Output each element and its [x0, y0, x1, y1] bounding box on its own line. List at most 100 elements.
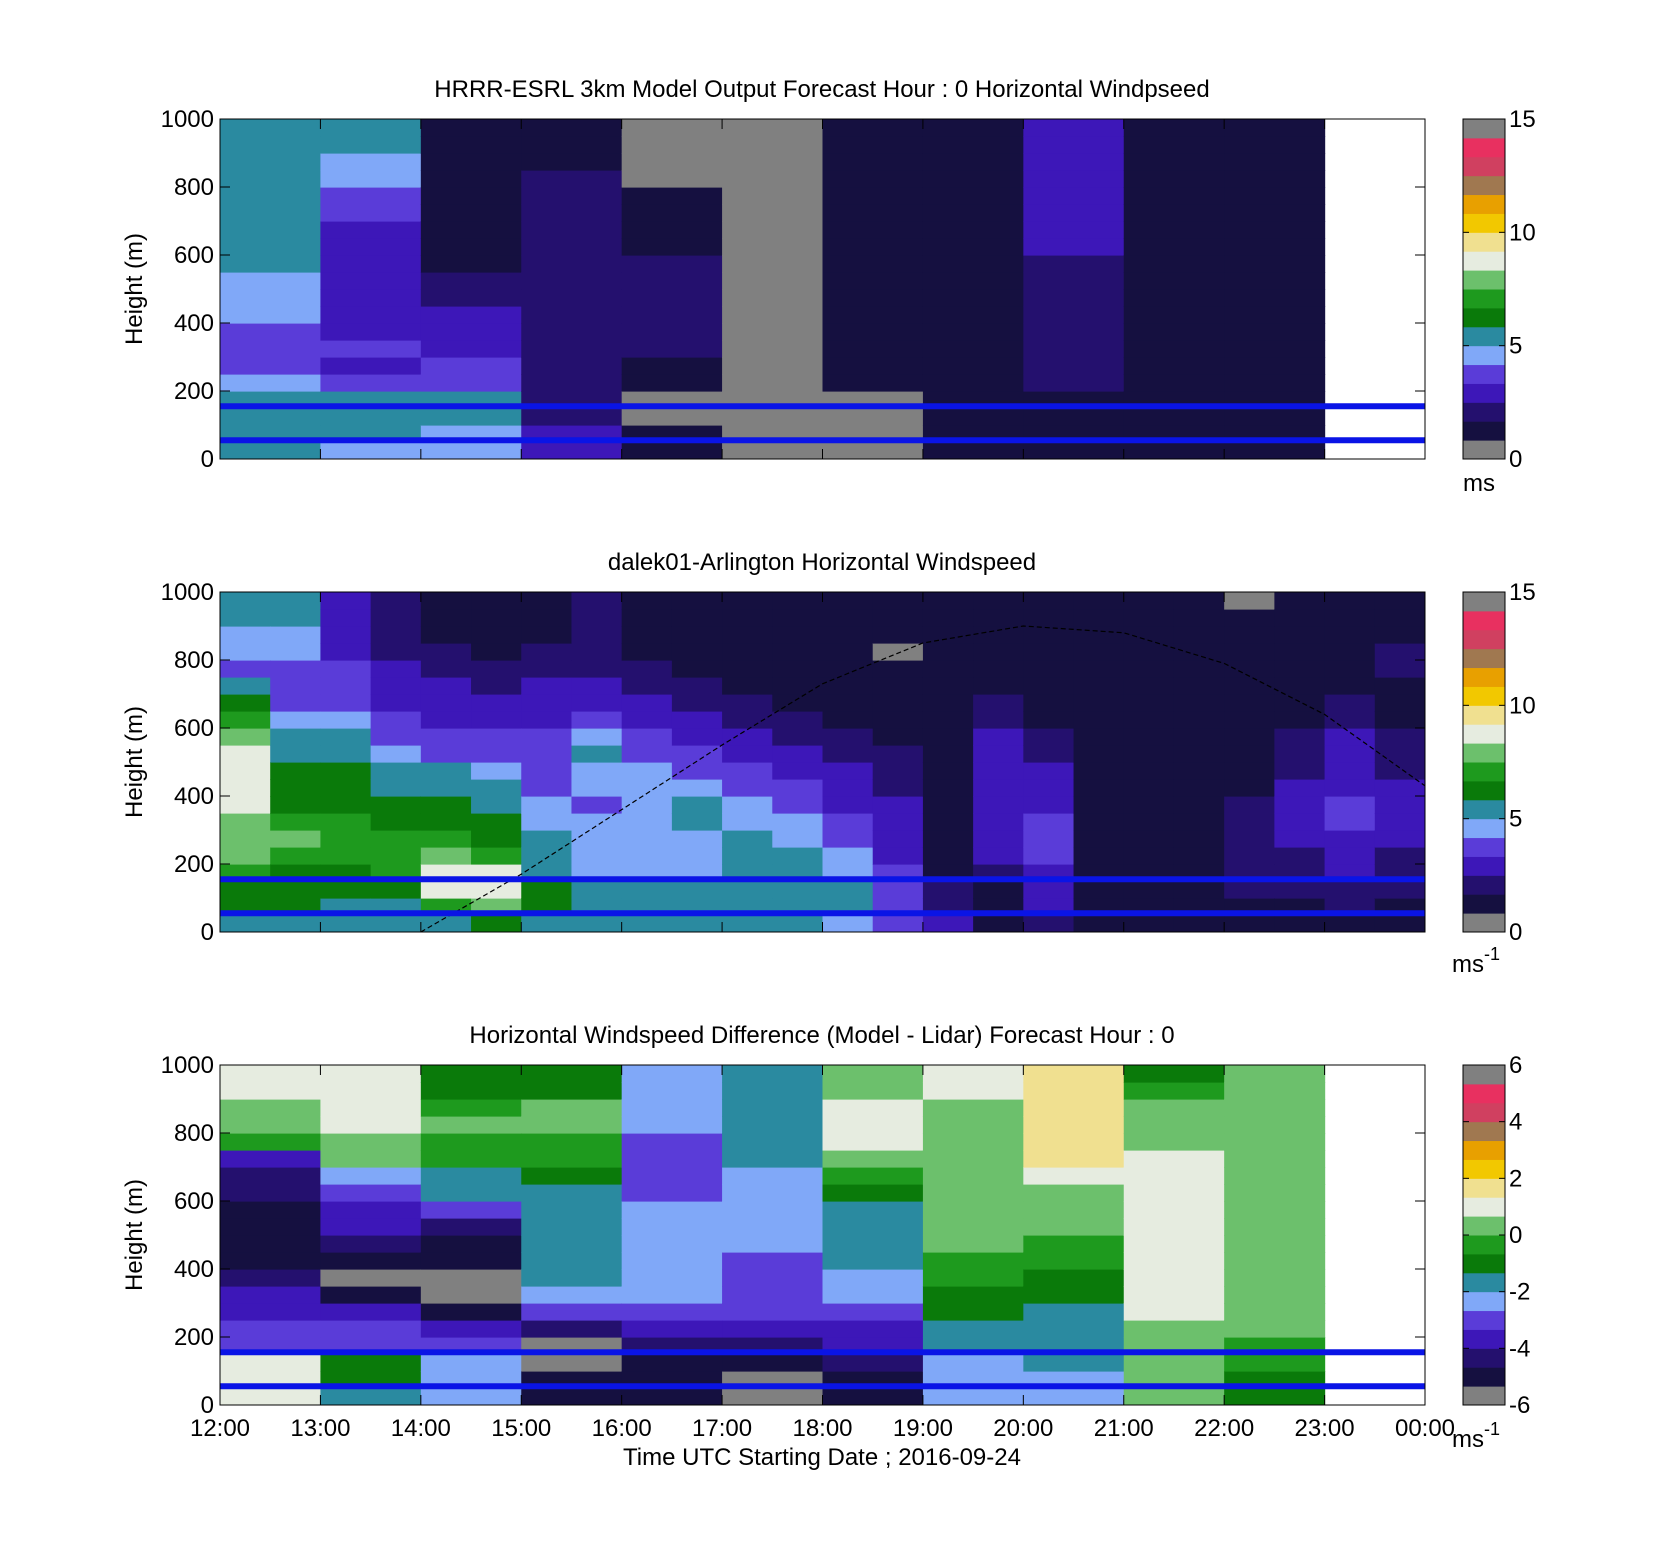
heatmap-cell [922, 779, 974, 797]
heatmap-cell [1374, 728, 1425, 746]
heatmap-cell [722, 306, 824, 324]
heatmap-cell [270, 881, 322, 899]
heatmap-cell [521, 1201, 623, 1219]
heatmap-cell [1173, 626, 1225, 644]
heatmap-cell [822, 728, 874, 746]
heatmap-cell [973, 881, 1024, 899]
heatmap-cell [1123, 289, 1225, 307]
heatmap-cell [521, 1235, 623, 1253]
heatmap-cell [420, 1184, 522, 1202]
heatmap-cell [420, 830, 472, 848]
heatmap-cell [1274, 813, 1326, 831]
heatmap-cell [922, 660, 974, 678]
heatmap-cell [772, 728, 824, 746]
colorbar-swatch [1463, 119, 1505, 139]
heatmap-cell [922, 745, 974, 763]
x-tick-label: 17:00 [692, 1415, 752, 1442]
heatmap-cell [621, 1320, 723, 1338]
heatmap-cell [922, 1354, 1024, 1372]
heatmap-cell [320, 1065, 422, 1083]
heatmap-cell [471, 745, 522, 763]
heatmap-cell [772, 677, 824, 695]
heatmap-cell [621, 915, 673, 932]
heatmap-cell [973, 762, 1024, 780]
colorbar-swatch [1463, 818, 1505, 839]
heatmap-cell [420, 745, 472, 763]
heatmap-cell [220, 1201, 322, 1219]
heatmap-cell [521, 1354, 623, 1372]
colorbar-frame [1462, 591, 1506, 933]
heatmap-cell [973, 847, 1024, 865]
x-tick-label: 15:00 [491, 1415, 551, 1442]
y-tick-label: 600 [174, 715, 214, 742]
heatmap-cell [621, 592, 673, 610]
heatmap-cell [722, 289, 824, 307]
heatmap-cell [822, 1099, 924, 1117]
heatmap-cell [1374, 813, 1425, 831]
heatmap-cell [1073, 643, 1125, 661]
colorbar-swatch [1463, 686, 1505, 706]
heatmap-cell [1073, 609, 1125, 627]
heatmap-cell [822, 153, 924, 171]
heatmap-cell [1324, 762, 1376, 780]
heatmap-cell [1224, 626, 1275, 644]
heatmap-cell [1224, 442, 1326, 459]
heatmap-cell [420, 170, 522, 188]
heatmap-cell [922, 187, 1024, 205]
heatmap-cell [621, 796, 673, 814]
heatmap-cell [973, 745, 1024, 763]
heatmap-cell [822, 1218, 924, 1236]
heatmap-cell [320, 255, 422, 273]
panel-model-x-axis [219, 119, 1426, 459]
heatmap-cell [521, 915, 573, 932]
heatmap-cell [220, 728, 271, 746]
heatmap-cell [1274, 626, 1326, 644]
heatmap-cell [1123, 1286, 1225, 1304]
heatmap-cell [320, 1269, 422, 1287]
heatmap-cell [420, 677, 472, 695]
heatmap-cell [1123, 442, 1225, 459]
colorbar-tick-label: 15 [1509, 106, 1536, 133]
heatmap-cell [220, 238, 322, 256]
heatmap-cell [220, 1320, 322, 1338]
heatmap-cell [922, 813, 974, 831]
heatmap-cell [722, 442, 824, 459]
colorbar-swatch [1463, 213, 1505, 233]
y-tick-label: 200 [174, 851, 214, 878]
heatmap-cell [1274, 915, 1326, 932]
heatmap-cell [1123, 643, 1175, 661]
heatmap-cell [621, 1218, 723, 1236]
heatmap-cell [521, 1065, 623, 1083]
heatmap-cell [1173, 592, 1225, 610]
heatmap-cell [621, 187, 723, 205]
heatmap-cell [671, 830, 723, 848]
heatmap-cell [621, 830, 673, 848]
heatmap-cell [370, 643, 422, 661]
heatmap-cell [671, 592, 723, 610]
colorbar-tick-label: 4 [1509, 1109, 1522, 1136]
heatmap-cell [1324, 745, 1376, 763]
heatmap-cell [1224, 1150, 1326, 1168]
heatmap-cell [1023, 357, 1125, 375]
heatmap-cell [420, 289, 522, 307]
heatmap-cell [1023, 221, 1125, 239]
heatmap-cell [1224, 881, 1275, 899]
colorbar-swatch [1463, 743, 1505, 763]
x-tick-label: 23:00 [1295, 1415, 1355, 1442]
heatmap-cell [420, 408, 522, 426]
heatmap-cell [922, 1286, 1024, 1304]
heatmap-cell [1023, 626, 1075, 644]
y-tick-label: 800 [174, 647, 214, 674]
x-tick-label: 18:00 [792, 1415, 852, 1442]
heatmap-cell [471, 694, 522, 712]
heatmap-cell [1023, 238, 1125, 256]
heatmap-cell [1173, 660, 1225, 678]
heatmap-cell [822, 677, 874, 695]
colorbar-swatch [1463, 592, 1505, 612]
heatmap-cell [1224, 1269, 1326, 1287]
colorbar-swatch [1463, 1102, 1505, 1123]
heatmap-cell [822, 711, 874, 729]
heatmap-cell [521, 1082, 623, 1100]
heatmap-cell [1023, 728, 1075, 746]
panel-difference-unit-base: ms [1452, 1426, 1484, 1453]
